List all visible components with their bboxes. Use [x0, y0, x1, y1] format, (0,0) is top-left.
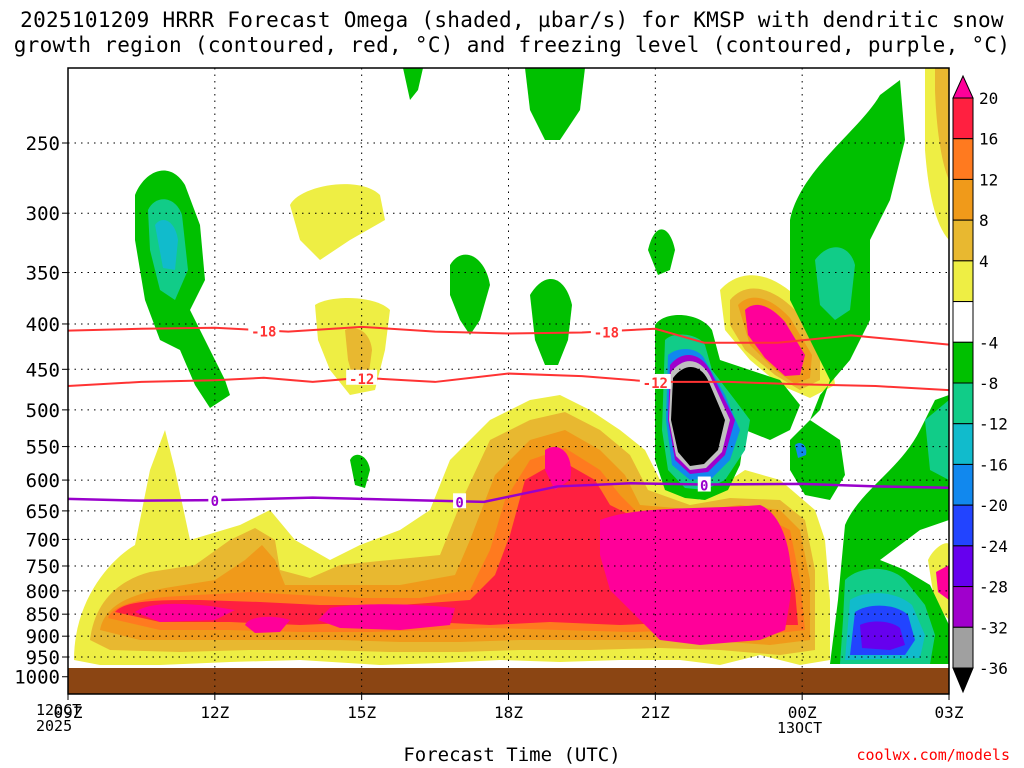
contour-label: 0: [455, 495, 463, 511]
y-tick-label: 250: [26, 133, 60, 155]
colorbar-bin: [952, 423, 974, 465]
y-tick-label: 750: [26, 556, 60, 578]
y-axis: 2503003504004505005506006507007508008509…: [14, 133, 68, 689]
colorbar-bin: [952, 667, 974, 694]
x-tick-label: 09Z: [54, 703, 83, 722]
next-date-label: 13OCT: [777, 719, 823, 737]
terrain-band: [68, 668, 949, 694]
omega-sink-green: [648, 229, 675, 275]
colorbar-bin: [952, 301, 974, 343]
start-year: 2025: [36, 717, 73, 735]
contour-label: -12: [349, 372, 374, 388]
colorbar-label: 12: [979, 170, 998, 189]
colorbar-bin: [952, 626, 974, 669]
y-tick-label: 450: [26, 359, 60, 381]
colorbar-label: -36: [979, 659, 1008, 678]
contour-label-bg: [639, 373, 671, 389]
y-tick-label: 700: [26, 529, 60, 551]
omega-sink-teal: [815, 247, 855, 320]
colorbar-bin: [952, 74, 974, 99]
colorbar-bin: [952, 219, 974, 262]
colorbar-label: -4: [979, 333, 998, 352]
omega-sink-green: [403, 68, 423, 100]
y-tick-label: 650: [26, 501, 60, 523]
title-line-1: 2025101209 HRRR Forecast Omega (shaded, …: [20, 8, 1004, 32]
omega-sink-black: [671, 366, 725, 466]
y-tick-label: 300: [26, 203, 60, 225]
x-tick-label: 21Z: [641, 703, 670, 722]
contour-label-bg: [453, 493, 467, 509]
colorbar-label: 16: [979, 130, 998, 149]
x-tick-label: 00Z: [788, 703, 817, 722]
colorbar-label: -28: [979, 578, 1008, 597]
colorbar-bin: [952, 97, 974, 140]
omega-upper-right-4-8: [935, 68, 949, 180]
y-tick-label: 500: [26, 400, 60, 422]
colorbar-bin: [952, 504, 974, 547]
source-credit[interactable]: coolwx.com/models: [856, 746, 1010, 764]
x-tick-label: 15Z: [347, 703, 376, 722]
contour-label-bg: [248, 322, 280, 338]
omega-sink-green: [525, 68, 585, 140]
omega-shading: [74, 68, 949, 665]
colorbar-bin: [952, 586, 974, 628]
colorbar-bin: [952, 138, 974, 180]
colorbar-bin: [952, 382, 974, 425]
contour-label: -18: [594, 325, 619, 341]
y-tick-label: 850: [26, 604, 60, 626]
y-tick-label: 950: [26, 647, 60, 669]
title-line-2: growth region (contoured, red, °C) and f…: [13, 33, 1011, 57]
colorbar-label: -8: [979, 374, 998, 393]
omega-sink-cyan: [155, 220, 178, 270]
y-tick-label: 1000: [14, 667, 60, 689]
dgz-minus18-contour: [67, 325, 950, 346]
colorbar-label: -16: [979, 455, 1008, 474]
colorbar-label: -32: [979, 618, 1008, 637]
x-axis: 09Z 12Z 15Z 18Z 21Z 00Z 03Z: [54, 694, 964, 722]
colorbar-label: 4: [979, 252, 989, 271]
omega-band-gt-20: [135, 446, 792, 645]
contour-label: -12: [643, 376, 668, 392]
colorbar-bin: [952, 545, 974, 588]
y-tick-label: 800: [26, 581, 60, 603]
contour-label-bg: [208, 492, 222, 508]
omega-upper-band-0-4: [290, 184, 385, 260]
y-tick-label: 400: [26, 314, 60, 336]
colorbar-label: -12: [979, 415, 1008, 434]
omega-upper-band-gt-20: [745, 304, 805, 376]
x-axis-title: Forecast Time (UTC): [403, 744, 621, 766]
colorbar-label: 8: [979, 211, 989, 230]
freezing-level-contour: [67, 482, 950, 504]
colorbar-bin: [952, 178, 974, 221]
omega-sink-green: [530, 278, 572, 365]
x-tick-label: 12Z: [200, 703, 229, 722]
y-tick-label: 600: [26, 470, 60, 492]
y-tick-label: 350: [26, 263, 60, 285]
start-day: 12OCT: [36, 701, 82, 719]
colorbar-bin: [952, 341, 974, 384]
colorbar-bin: [952, 260, 974, 303]
y-tick-label: 900: [26, 626, 60, 648]
contour-label: 0: [700, 479, 708, 495]
contour-label-bg: [590, 323, 622, 339]
y-tick-label: 550: [26, 437, 60, 459]
chart-title: 2025101209 HRRR Forecast Omega (shaded, …: [0, 8, 1024, 58]
colorbar-bin: [952, 463, 974, 506]
colorbar: 20 16 12 8 4 -4 -8 -12 -16 -20 -24 -28 -32 -36: [952, 74, 1008, 694]
colorbar-label: -24: [979, 537, 1008, 556]
contour-label: 0: [211, 494, 219, 510]
contour-label-bg: [697, 476, 711, 492]
start-date-label: 12OCT 2025: [36, 702, 81, 734]
contour-label-bg: [346, 369, 378, 385]
colorbar-label: -20: [979, 496, 1008, 515]
contour-labels: -18 -18 -12 -12 0 0 0: [208, 322, 711, 511]
colorbar-label: 20: [979, 89, 998, 108]
x-tick-label: 18Z: [494, 703, 523, 722]
omega-sink-green: [450, 254, 490, 335]
omega-sink-purple: [860, 621, 905, 650]
contour-label: -18: [251, 324, 276, 340]
dgz-minus12-contour: [67, 372, 950, 392]
x-tick-label: 03Z: [935, 703, 964, 722]
